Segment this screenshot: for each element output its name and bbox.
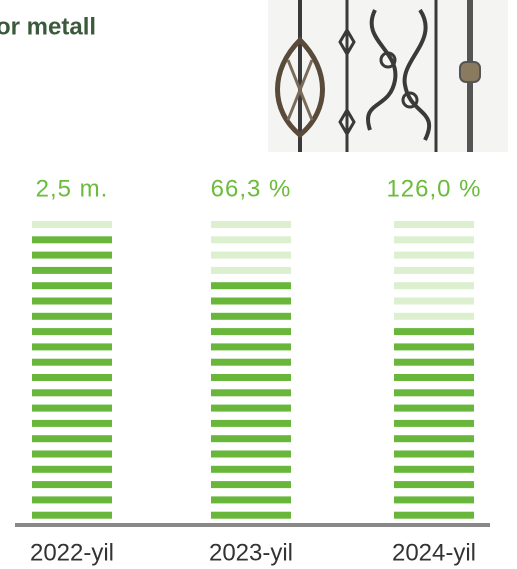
stripe <box>211 297 291 305</box>
stripe <box>211 465 291 473</box>
stripe <box>394 328 474 336</box>
stripe <box>394 465 474 473</box>
stripe <box>32 358 112 366</box>
stripe <box>394 312 474 320</box>
stripe <box>394 419 474 427</box>
stripe <box>394 374 474 381</box>
stripe <box>211 328 291 336</box>
columns: 2,5 m. 2022-yil 66,3 % 2023-yil 126,0 % 2024-… <box>30 175 481 566</box>
stripe <box>32 465 112 473</box>
stripe <box>394 343 474 351</box>
stripe <box>32 496 112 504</box>
year-label: 2023-yil <box>209 539 293 566</box>
stripe <box>32 297 112 305</box>
stripe <box>394 435 474 443</box>
stripe <box>211 221 291 228</box>
value-label: 66,3 % <box>211 175 292 202</box>
stripe <box>32 282 112 290</box>
stripe <box>32 236 112 244</box>
stripe <box>211 282 291 290</box>
stripe <box>394 236 474 244</box>
stripe <box>32 251 112 259</box>
stripe <box>32 419 112 427</box>
value-label: 126,0 % <box>386 175 481 202</box>
stripe <box>394 511 474 519</box>
stripe <box>32 389 112 397</box>
stripe <box>394 297 474 305</box>
stripe <box>394 266 474 274</box>
stripe <box>32 343 112 351</box>
stripe <box>211 419 291 427</box>
stripe <box>211 312 291 320</box>
stripe <box>394 221 474 228</box>
stripe <box>32 328 112 336</box>
value-label: 2,5 m. <box>36 175 109 202</box>
stripe <box>211 511 291 519</box>
stripe <box>394 389 474 397</box>
stripe <box>211 435 291 443</box>
year-label: 2024-yil <box>392 539 476 566</box>
stripe <box>211 450 291 458</box>
stripe <box>32 221 112 228</box>
stripe <box>32 435 112 443</box>
stripe <box>211 496 291 504</box>
stripe <box>32 404 112 412</box>
stripe <box>394 496 474 504</box>
stripe <box>394 358 474 366</box>
stripe <box>32 312 112 320</box>
title: or metall <box>0 13 96 40</box>
year-label: 2022-yil <box>30 539 114 566</box>
stripe <box>211 358 291 366</box>
stripe <box>394 404 474 412</box>
stripe <box>32 266 112 274</box>
stripe <box>211 374 291 381</box>
stripe <box>211 266 291 274</box>
stripe <box>211 343 291 351</box>
stripe <box>211 404 291 412</box>
stripe <box>211 389 291 397</box>
stripe <box>32 374 112 381</box>
stripe <box>211 251 291 259</box>
stripe <box>211 481 291 489</box>
balusters-image <box>268 0 508 152</box>
stripe <box>32 481 112 489</box>
stripe <box>394 251 474 259</box>
stripe <box>32 511 112 519</box>
stripe <box>211 236 291 244</box>
stripe <box>394 481 474 489</box>
stripe <box>32 450 112 458</box>
stripe <box>394 282 474 290</box>
stripe <box>394 450 474 458</box>
